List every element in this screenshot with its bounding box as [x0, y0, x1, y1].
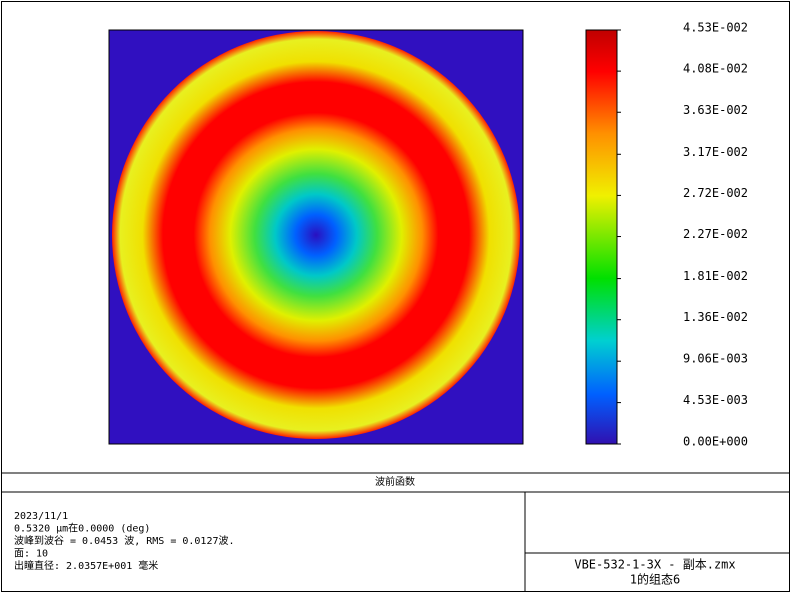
info-line: 出瞳直径: 2.0357E+001 毫米	[14, 559, 158, 572]
colorbar-tick-label: 4.53E-003	[683, 393, 748, 407]
chart-title: 波前函数	[375, 475, 415, 488]
wavefront-map	[112, 31, 520, 439]
colorbar-tick-label: 3.17E-002	[683, 145, 748, 159]
colorbar-tick-label: 3.63E-002	[683, 103, 748, 117]
colorbar-tick-label: 2.72E-002	[683, 186, 748, 200]
colorbar-tick-label: 1.36E-002	[683, 310, 748, 324]
info-line: 2023/11/1	[14, 511, 68, 522]
colorbar-tick-label: 1.81E-002	[683, 269, 748, 283]
info-line: 波峰到波谷 = 0.0453 波, RMS = 0.0127波.	[14, 534, 235, 547]
colorbar	[585, 29, 618, 445]
info-line: 0.5320 µm在0.0000 (deg)	[14, 523, 150, 535]
info-line: 面: 10	[14, 549, 48, 560]
colorbar-tick-label: 4.08E-002	[683, 62, 748, 76]
file-name: VBE-532-1-3X - 副本.zmx	[574, 558, 735, 572]
config: 1的组态6	[630, 572, 680, 587]
colorbar-tick-label: 9.06E-003	[683, 352, 748, 366]
colorbar-tick-label: 0.00E+000	[683, 435, 748, 449]
frame	[1, 1, 790, 592]
colorbar-tick-label: 2.27E-002	[683, 227, 748, 241]
colorbar-tick-label: 4.53E-002	[683, 21, 748, 35]
